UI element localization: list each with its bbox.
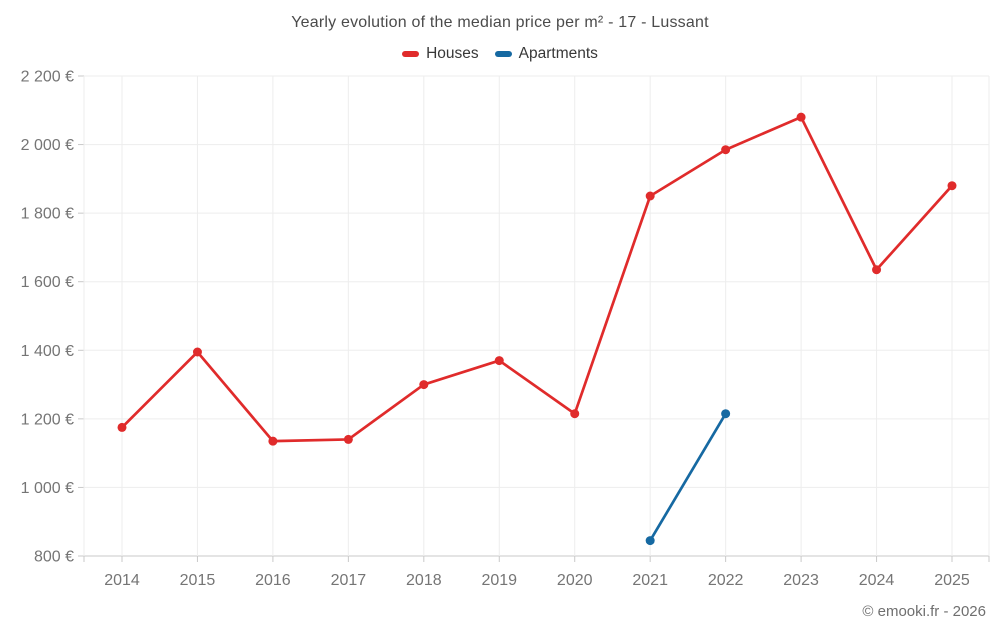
data-point-apartments-2022[interactable] [721, 409, 731, 419]
x-axis-tick-label: 2021 [632, 572, 668, 589]
y-axis-tick-label: 2 000 € [21, 137, 74, 154]
apartments-series-swatch-icon [494, 51, 512, 57]
data-point-houses-2018[interactable] [419, 380, 429, 390]
y-axis-tick-label: 1 800 € [21, 206, 74, 223]
houses-series-swatch-icon [402, 51, 420, 57]
y-axis-tick-label: 2 200 € [21, 69, 74, 86]
data-point-houses-2025[interactable] [947, 181, 957, 191]
series-line-apartments [648, 412, 727, 542]
data-point-apartments-2021[interactable] [645, 536, 655, 546]
copyright-footer: © emooki.fr - 2026 [862, 603, 986, 620]
data-point-houses-2024[interactable] [872, 265, 882, 275]
data-point-houses-2020[interactable] [570, 409, 580, 419]
legend-item-apartments[interactable]: Apartments [494, 45, 598, 63]
y-axis-tick-label: 1 400 € [21, 343, 74, 360]
x-axis-tick-label: 2019 [481, 572, 517, 589]
x-axis-tick-label: 2023 [783, 572, 819, 589]
data-point-houses-2019[interactable] [494, 356, 504, 366]
x-axis-tick-label: 2017 [331, 572, 367, 589]
legend-label-houses: Houses [426, 45, 479, 62]
data-point-houses-2022[interactable] [721, 145, 731, 155]
y-axis-tick-label: 1 200 € [21, 411, 74, 428]
legend: Houses Apartments [0, 45, 1000, 63]
x-axis-tick-label: 2015 [180, 572, 216, 589]
x-axis-tick-label: 2022 [708, 572, 744, 589]
data-point-houses-2015[interactable] [192, 347, 202, 357]
series-line-houses [120, 115, 954, 443]
data-point-houses-2023[interactable] [796, 112, 806, 122]
data-point-houses-2014[interactable] [117, 422, 127, 432]
legend-label-apartments: Apartments [518, 45, 598, 62]
x-axis-tick-label: 2016 [255, 572, 291, 589]
data-point-houses-2016[interactable] [268, 436, 278, 446]
x-axis-tick-label: 2018 [406, 572, 442, 589]
data-point-houses-2021[interactable] [645, 191, 655, 201]
data-point-houses-2017[interactable] [343, 434, 353, 444]
legend-item-houses[interactable]: Houses [402, 45, 479, 63]
y-axis-tick-label: 1 600 € [21, 274, 74, 291]
x-axis-tick-label: 2024 [859, 572, 895, 589]
x-axis-tick-label: 2014 [104, 572, 140, 589]
y-axis-tick-label: 800 € [34, 549, 74, 566]
y-axis-tick-label: 1 000 € [21, 480, 74, 497]
chart-title: Yearly evolution of the median price per… [291, 14, 709, 31]
x-axis-tick-label: 2020 [557, 572, 593, 589]
x-axis-tick-label: 2025 [934, 572, 970, 589]
